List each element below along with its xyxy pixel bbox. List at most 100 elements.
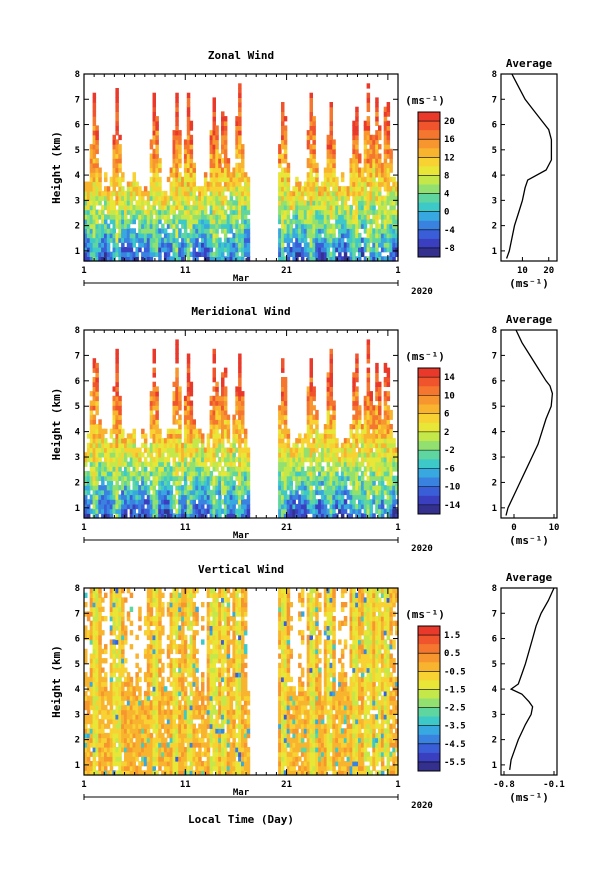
profile-title: Average [506,571,553,584]
ytick-label: 3 [75,196,80,206]
colorbar-tick-label: 2 [444,428,449,438]
colorbar-swatch [418,717,440,727]
ytick-label: 8 [75,70,80,80]
xtick-label: 1 [395,523,400,533]
panel-title: Vertical Wind [198,563,284,576]
profile-ytick-label: 7 [492,95,497,105]
profile-frame [501,588,557,775]
colorbar-swatch [418,239,440,249]
colorbar-swatch [418,662,440,672]
colorbar-tick-label: 1.5 [444,631,460,641]
ytick-label: 3 [75,453,80,463]
year-label: 2020 [411,544,433,554]
colorbar-swatch [418,203,440,213]
profile-ytick-label: 5 [492,146,497,156]
month-label: Mar [233,274,250,284]
xtick-label: 1 [81,266,86,276]
xtick-label: 21 [281,266,292,276]
colorbar-swatch [418,735,440,745]
profile-ytick-label: 1 [492,504,497,514]
colorbar-tick-label: -6 [444,464,455,474]
profile-ytick-label: 4 [492,428,498,438]
colorbar-tick-label: 16 [444,135,455,145]
xtick-label: 11 [180,780,191,790]
colorbar-tick-label: -2.5 [444,704,466,714]
colorbar-tick-label: 14 [444,373,455,383]
profile-xtick-label: 20 [543,266,554,276]
colorbar-tick-label: -4 [444,226,455,236]
ytick-label: 3 [75,710,80,720]
y-axis-label: Height (km) [50,388,63,461]
profile-x-label: (ms⁻¹) [509,277,549,290]
colorbar-swatch [418,689,440,699]
profile-ytick-label: 4 [492,171,498,181]
ytick-label: 6 [75,635,80,645]
colorbar-swatch [418,680,440,690]
profile-ytick-label: 1 [492,761,497,771]
colorbar-tick-label: 0.5 [444,649,460,659]
colorbar-swatch [418,194,440,204]
xtick-label: 1 [395,266,400,276]
xtick-label: 21 [281,780,292,790]
month-label: Mar [233,788,250,798]
profile-ytick-label: 6 [492,121,497,131]
colorbar-swatch [418,368,440,378]
heatmap-field [84,339,399,518]
xtick-label: 11 [180,266,191,276]
colorbar-tick-label: -8 [444,244,455,254]
colorbar-tick-label: -3.5 [444,722,466,732]
profile-ytick-label: 3 [492,710,497,720]
colorbar-tick-label: 0 [444,208,449,218]
colorbar-swatch [418,744,440,754]
colorbar-swatch [418,699,440,709]
colorbar-swatch [418,175,440,185]
x-axis-label: Local Time (Day) [188,813,294,826]
colorbar-swatch [418,626,440,636]
profile-ytick-label: 5 [492,660,497,670]
colorbar-unit: (ms⁻¹) [405,350,445,363]
ytick-label: 1 [75,247,80,257]
colorbar-tick-label: -14 [444,501,461,511]
ytick-label: 5 [75,146,80,156]
colorbar-swatch [418,185,440,195]
y-axis-label: Height (km) [50,131,63,204]
profile-x-label: (ms⁻¹) [509,791,549,804]
colorbar-swatch [418,212,440,222]
colorbar-tick-label: 12 [444,153,455,163]
profile-ytick-label: 2 [492,222,497,232]
panel-title: Zonal Wind [208,49,274,62]
colorbar-swatch [418,230,440,240]
xtick-label: 1 [81,780,86,790]
colorbar-tick-label: -1.5 [444,685,466,695]
colorbar-tick-label: 6 [444,410,449,420]
ytick-label: 2 [75,736,80,746]
colorbar-swatch [418,441,440,451]
ytick-label: 8 [75,326,80,336]
colorbar-swatch [418,221,440,231]
colorbar-unit: (ms⁻¹) [405,94,445,107]
colorbar-swatch [418,432,440,442]
colorbar-swatch [418,635,440,645]
profile-ytick-label: 1 [492,247,497,257]
heatmap-field [84,83,399,261]
profile-ytick-label: 5 [492,402,497,412]
ytick-label: 4 [75,685,81,695]
colorbar-swatch [418,496,440,506]
colorbar-swatch [418,386,440,396]
colorbar-tick-label: 4 [444,190,450,200]
profile-xtick-label: -0.1 [543,780,565,790]
colorbar-swatch [418,487,440,497]
ytick-label: 6 [75,121,80,131]
colorbar-unit: (ms⁻¹) [405,608,445,621]
profile-line [507,74,552,259]
profile-x-label: (ms⁻¹) [509,534,549,547]
profile-ytick-label: 3 [492,453,497,463]
colorbar-swatch [418,377,440,387]
panel-title: Meridional Wind [191,305,290,318]
ytick-label: 7 [75,351,80,361]
colorbar-swatch [418,166,440,176]
